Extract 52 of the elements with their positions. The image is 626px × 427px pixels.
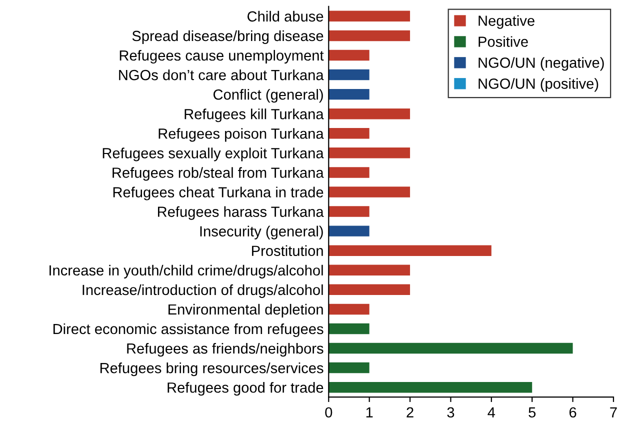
bar <box>328 186 410 198</box>
x-tick-label: 4 <box>488 407 496 418</box>
y-tick-label: Child abuse <box>248 10 324 22</box>
y-tick-label: Refugees rob/steal from Turkana <box>112 167 324 181</box>
bar <box>328 284 410 296</box>
bar <box>328 108 410 120</box>
legend-label: NGO/UN (negative) <box>478 57 604 71</box>
y-tick-label: Increase/introduction of drugs/alcohol <box>82 284 323 298</box>
bar <box>328 88 370 100</box>
bar <box>328 50 370 61</box>
y-tick-label: Conflict (general) <box>213 89 323 103</box>
y-tick-label: Refugees poison Turkana <box>158 128 324 142</box>
bar <box>328 342 573 354</box>
y-tick-label: Prostitution <box>252 245 323 256</box>
y-tick-label: Refugees kill Turkana <box>184 108 324 122</box>
bar <box>328 226 370 236</box>
y-tick-label: Refugees sexually exploit Turkana <box>102 148 324 162</box>
bar <box>328 304 370 315</box>
y-tick-label: Refugees bring resources/services <box>100 362 324 376</box>
bar <box>328 148 410 158</box>
bar <box>328 167 370 178</box>
bar <box>328 323 370 334</box>
y-tick-label: Insecurity (general) <box>200 226 323 240</box>
y-tick-label: NGOs don’t care about Turkana <box>119 69 324 80</box>
y-tick-label: Increase in youth/child crime/drugs/alcohol <box>50 264 323 278</box>
y-tick-label: Refugees harass Turkana <box>158 206 324 220</box>
y-tick-label: Refugees cause unemployment <box>120 50 324 64</box>
bar <box>328 206 370 217</box>
y-tick-label: Refugees as friends/neighbors <box>127 342 324 357</box>
y-tick-label: Refugees cheat Turkana in trade <box>113 186 324 200</box>
y-tick-label: Refugees good for trade <box>168 382 324 396</box>
x-tick-label: 5 <box>528 407 536 418</box>
y-tick-label: Spread disease/bring disease <box>132 30 324 44</box>
bar <box>328 362 370 374</box>
bar <box>328 30 410 42</box>
x-tick-label: 6 <box>569 407 576 418</box>
x-tick-label: 3 <box>447 407 454 418</box>
bar <box>328 128 370 139</box>
x-tick-label: 1 <box>366 407 373 418</box>
legend-label: Positive <box>478 36 528 47</box>
bar <box>328 264 410 276</box>
x-tick-label: 0 <box>325 407 332 418</box>
x-tick-label: 2 <box>406 407 414 418</box>
bar <box>328 69 370 80</box>
y-tick-label: Direct economic assistance from refugees <box>53 323 324 338</box>
x-tick-label: 7 <box>610 407 617 418</box>
legend-label: Negative <box>478 15 534 29</box>
bar <box>328 382 532 393</box>
y-tick-label: Environmental depletion <box>168 304 323 318</box>
bar <box>328 10 410 22</box>
legend-label: NGO/UN (positive) <box>478 78 598 92</box>
bar <box>328 245 492 256</box>
